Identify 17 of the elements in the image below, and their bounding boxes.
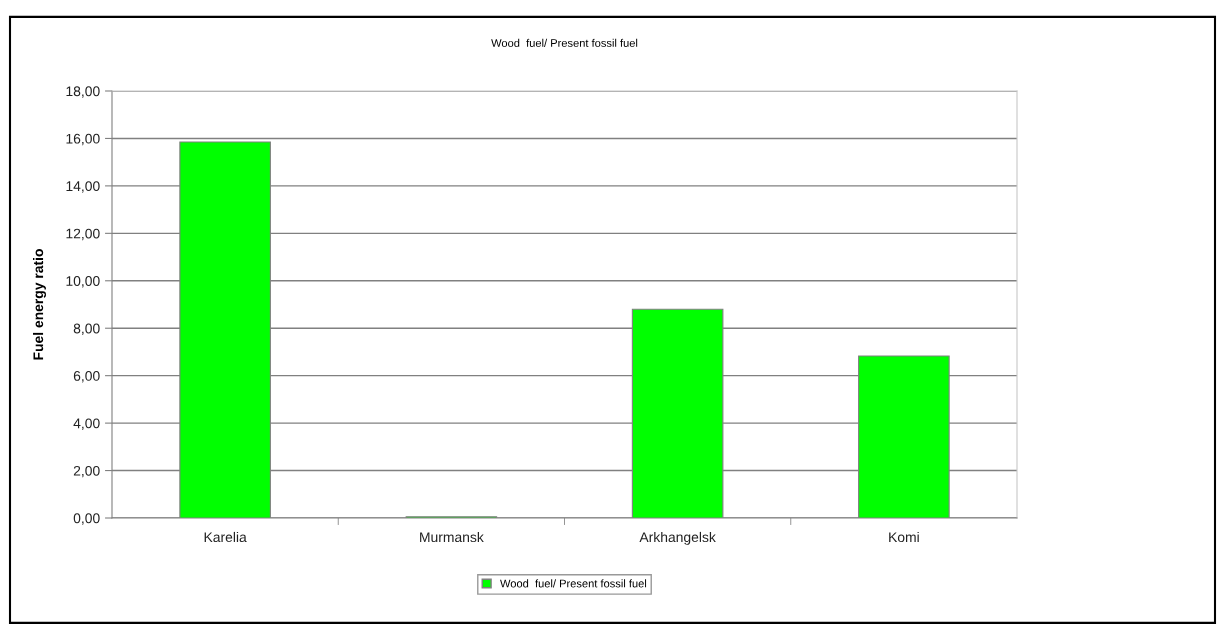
y-tick-label: 14,00 bbox=[66, 181, 100, 193]
chart-title: Wood fuel/ Present fossil fuel bbox=[491, 38, 638, 47]
x-tick-label: Murmansk bbox=[420, 531, 484, 543]
y-tick-label: 16,00 bbox=[66, 133, 100, 146]
y-tick-label: 6,00 bbox=[73, 371, 100, 383]
y-tick-label: 4,00 bbox=[73, 418, 100, 430]
legend-label: Wood fuel/ Present fossil fuel bbox=[500, 579, 647, 588]
y-tick-label: 12,00 bbox=[66, 228, 100, 241]
y-axis-title: Fuel energy ratio bbox=[32, 249, 46, 360]
x-tick-label: Arkhangelsk bbox=[639, 531, 716, 545]
y-tick-label: 10,00 bbox=[66, 276, 100, 288]
y-tick-label: 8,00 bbox=[73, 323, 100, 336]
y-tick-label: 0,00 bbox=[73, 513, 100, 525]
y-tick-label: 18,00 bbox=[66, 86, 100, 98]
y-tick-label: 2,00 bbox=[73, 465, 100, 478]
x-tick-label: Komi bbox=[889, 531, 919, 543]
x-tick-label: Karelia bbox=[204, 531, 247, 543]
